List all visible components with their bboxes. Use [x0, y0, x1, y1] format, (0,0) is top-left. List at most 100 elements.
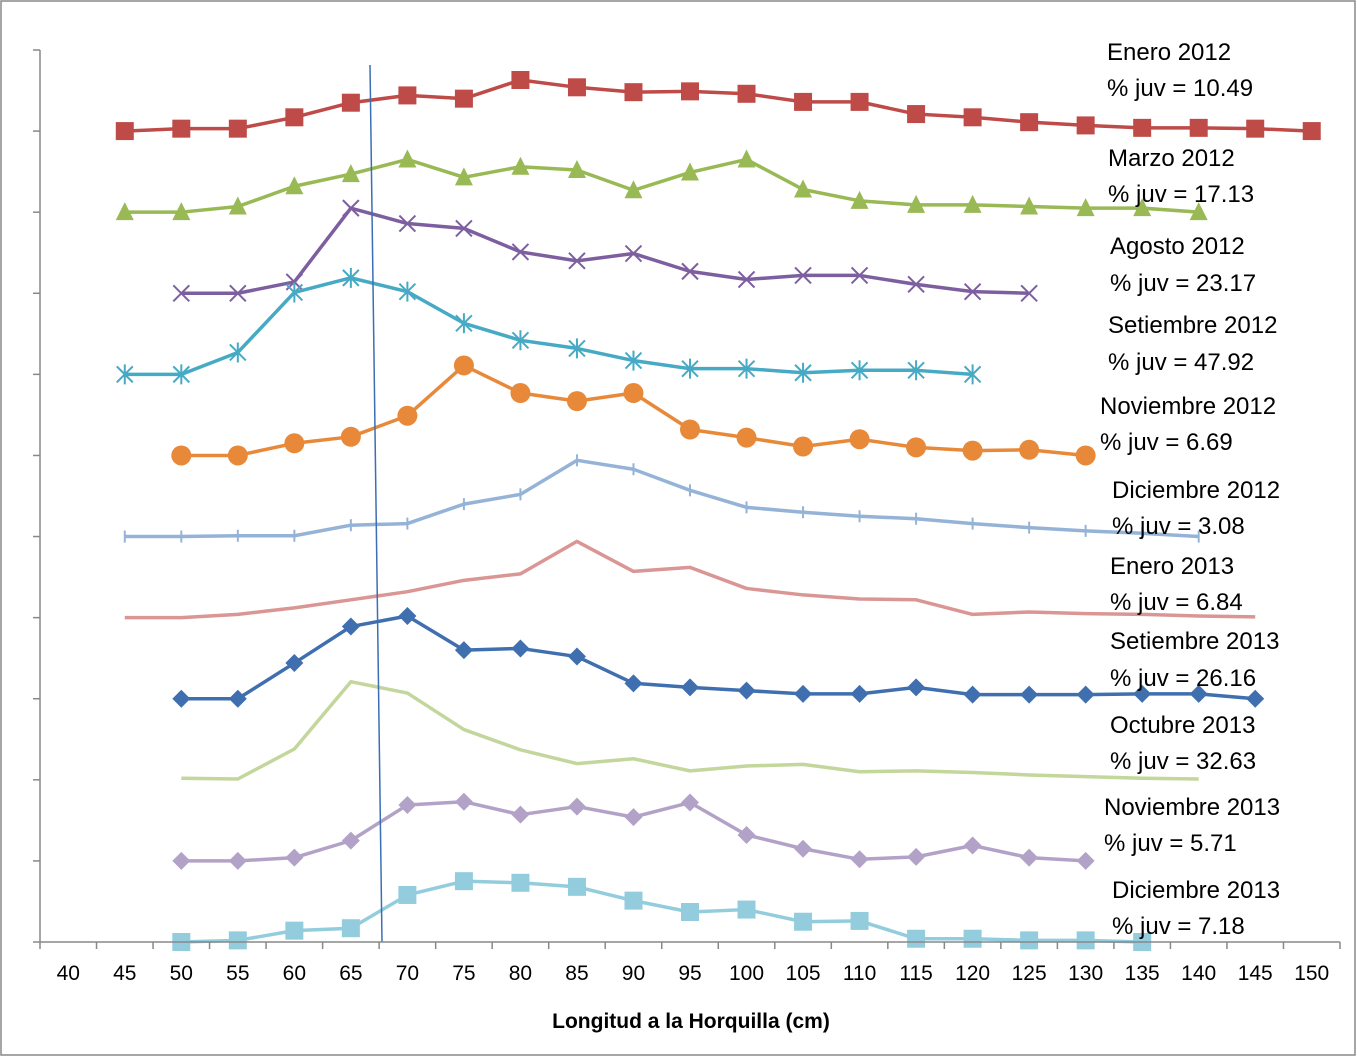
marker	[171, 445, 192, 466]
series-line	[181, 614, 1256, 701]
marker	[1020, 685, 1039, 704]
marker	[737, 84, 756, 103]
marker	[510, 383, 531, 404]
marker	[963, 929, 982, 948]
marker	[511, 156, 530, 175]
marker	[794, 362, 812, 383]
marker	[454, 89, 473, 108]
marker	[568, 252, 586, 270]
marker	[453, 355, 474, 376]
marker	[398, 281, 417, 302]
x-tick-label: 130	[1068, 962, 1103, 985]
marker	[793, 436, 814, 457]
marker	[172, 689, 191, 708]
marker	[1189, 684, 1208, 703]
marker	[963, 108, 982, 127]
series-label: Agosto 2012	[1110, 233, 1245, 260]
x-tick-label: 150	[1294, 962, 1329, 985]
marker	[455, 313, 473, 334]
marker	[398, 795, 417, 814]
marker	[511, 330, 530, 351]
marker	[680, 419, 700, 440]
marker	[624, 674, 643, 693]
series-line	[181, 879, 1143, 944]
x-tick-label: 95	[678, 962, 701, 985]
marker	[511, 243, 530, 261]
series-line	[124, 276, 973, 377]
marker	[340, 426, 361, 447]
marker	[567, 797, 586, 816]
x-tick-label: 100	[729, 962, 764, 985]
series-label: Setiembre 2013	[1110, 628, 1279, 655]
marker	[794, 912, 813, 931]
marker	[681, 82, 699, 101]
marker	[849, 429, 870, 450]
marker	[1019, 439, 1040, 460]
marker	[737, 270, 756, 289]
series-label: Octubre 2013	[1110, 712, 1255, 739]
marker	[229, 284, 247, 302]
marker	[341, 93, 360, 112]
x-tick-label: 110	[843, 962, 876, 985]
marker	[1076, 931, 1095, 950]
marker	[624, 83, 643, 102]
marker	[285, 654, 304, 673]
x-tick-label: 90	[622, 962, 645, 985]
series	[172, 199, 1038, 302]
marker	[228, 196, 247, 215]
marker	[736, 427, 757, 448]
marker	[624, 808, 643, 827]
x-tick-label: 40	[57, 962, 80, 985]
marker	[1076, 851, 1095, 870]
x-tick-label: 140	[1181, 962, 1216, 985]
marker	[285, 108, 304, 127]
marker	[907, 275, 925, 294]
series-label: Diciembre 2013	[1112, 877, 1280, 904]
marker	[398, 607, 417, 626]
marker	[1133, 684, 1152, 703]
series-annotation: % juv = 10.49	[1107, 75, 1253, 102]
marker	[284, 433, 305, 454]
x-tick-label: 60	[283, 962, 306, 985]
marker	[681, 162, 699, 181]
marker	[115, 202, 134, 221]
series	[115, 149, 1208, 221]
marker	[624, 350, 643, 371]
marker	[850, 850, 869, 869]
marker	[115, 122, 134, 141]
series	[124, 539, 1256, 620]
marker	[228, 851, 247, 870]
marker	[737, 825, 756, 844]
marker	[455, 219, 473, 238]
marker	[285, 848, 304, 867]
x-tick-label: 85	[565, 962, 588, 985]
plot-area	[115, 71, 1321, 951]
marker	[624, 244, 643, 263]
x-axis-title: Longitud a la Horquilla (cm)	[552, 1010, 830, 1033]
marker	[1076, 198, 1095, 217]
marker	[1020, 931, 1039, 950]
marker	[172, 364, 191, 385]
marker	[511, 71, 530, 90]
series-line	[181, 679, 1199, 781]
series-label: Enero 2013	[1110, 553, 1234, 580]
series-annotation: % juv = 17.13	[1108, 181, 1254, 208]
marker	[907, 678, 926, 697]
series	[123, 454, 1200, 543]
marker	[1075, 445, 1096, 466]
marker	[567, 877, 586, 896]
series	[181, 679, 1199, 781]
marker	[963, 685, 982, 704]
marker	[907, 929, 926, 948]
marker	[567, 647, 586, 666]
marker	[511, 639, 530, 658]
series	[116, 267, 982, 385]
series-annotation: % juv = 26.16	[1110, 665, 1256, 692]
marker	[567, 78, 586, 97]
marker	[1133, 118, 1152, 137]
series	[172, 872, 1152, 951]
x-tick-label: 105	[786, 962, 821, 985]
marker	[794, 179, 813, 198]
series	[172, 792, 1095, 870]
